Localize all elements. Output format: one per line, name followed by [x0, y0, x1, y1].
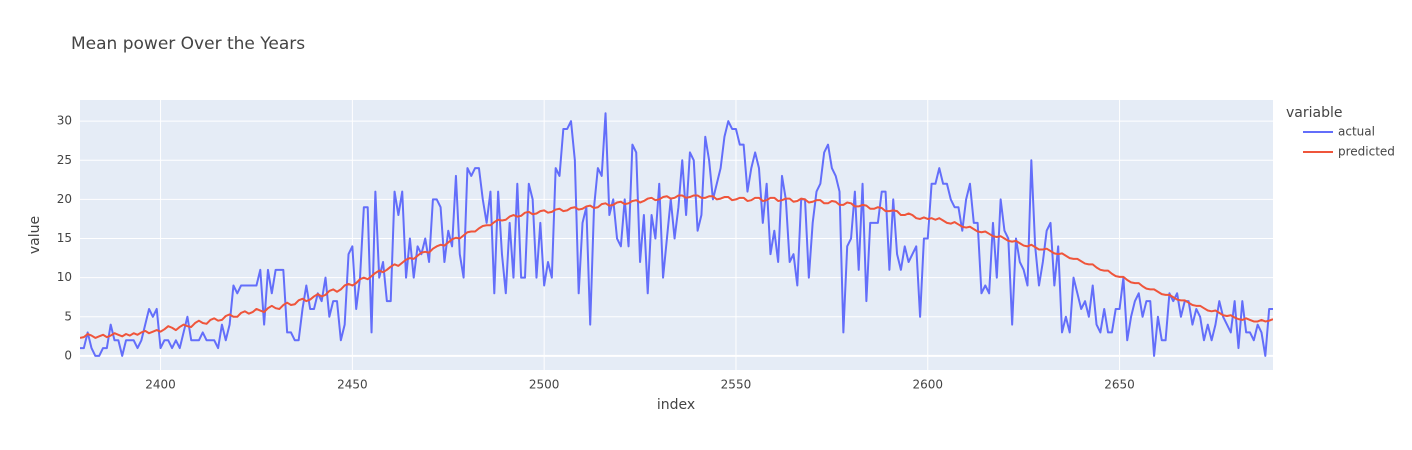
y-tick-label: 5: [64, 309, 72, 323]
x-tick-label: 2650: [1104, 378, 1135, 392]
chart-title: Mean power Over the Years: [71, 34, 305, 54]
legend-label: actual: [1338, 125, 1375, 139]
legend-item[interactable]: actual: [1303, 125, 1375, 139]
series-line: [80, 194, 1273, 339]
y-tick-label: 15: [57, 231, 72, 245]
y-axis-title: value: [27, 216, 43, 254]
y-tick-label: 0: [64, 348, 72, 362]
y-tick-label: 25: [57, 153, 72, 167]
y-tick-label: 10: [57, 270, 72, 284]
series-line: [80, 112, 1273, 357]
legend-item[interactable]: predicted: [1303, 145, 1395, 159]
x-tick-label: 2600: [912, 378, 943, 392]
x-axis-title: index: [657, 397, 695, 413]
x-tick-label: 2500: [529, 378, 560, 392]
legend: variable actual predicted: [1286, 105, 1395, 159]
lines: [80, 112, 1273, 357]
x-tick-label: 2450: [337, 378, 368, 392]
y-tick-label: 20: [57, 192, 72, 206]
x-tick-label: 2550: [721, 378, 752, 392]
plot-area: [80, 100, 1273, 370]
legend-title: variable: [1286, 105, 1342, 121]
labels: 0 5 10 15 20 25 30 2400 2450 2500 2550 2600 2650: [57, 114, 1135, 392]
grid: [80, 100, 1273, 370]
y-tick-label: 30: [57, 114, 72, 128]
legend-label: predicted: [1338, 145, 1395, 159]
x-tick-label: 2400: [145, 378, 176, 392]
